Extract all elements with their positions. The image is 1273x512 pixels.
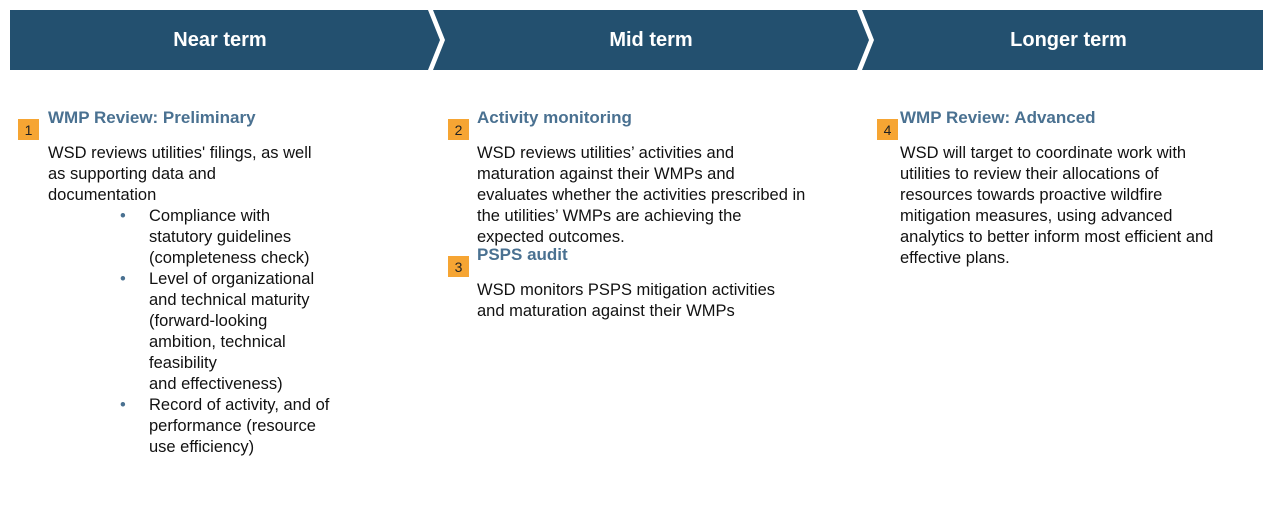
phase-label: Near term [173,29,267,51]
bullet: Record of activity, and of performance (… [120,395,335,458]
item-text: WSD monitors PSPS mitigation activities … [477,281,776,320]
item-title: WMP Review: Preliminary [48,108,256,127]
step-number: 2 [448,119,469,140]
item-text: WSD reviews utilities' filings, as well … [48,144,312,204]
item-body: WSD will target to coordinate work with … [900,143,1230,269]
step-number: 3 [448,256,469,277]
item-body: WSD reviews utilities’ activities and ma… [477,143,807,248]
item-title: WMP Review: Advanced [900,108,1096,127]
item-title: Activity monitoring [477,108,632,127]
item-body: WSD monitors PSPS mitigation activities … [477,280,807,322]
chevron [862,10,1263,70]
phase-label: Mid term [609,29,693,51]
item-text: WSD will target to coordinate work with … [900,144,1214,267]
bullet: Compliance with statutory guidelines (co… [120,206,335,269]
step-number: 1 [18,119,39,140]
item-text: WSD reviews utilities’ activities and ma… [477,144,806,246]
item-title: PSPS audit [477,245,568,264]
bullet-list: Compliance with statutory guidelines (co… [120,206,335,458]
chevron [433,10,869,70]
step-number: 4 [877,119,898,140]
item-body: WSD reviews utilities' filings, as well … [48,143,329,458]
chevron [10,10,440,70]
phase-label: Longer term [1010,29,1127,51]
bullet: Level of organizational and technical ma… [120,269,335,395]
phase-banner [10,10,1263,70]
